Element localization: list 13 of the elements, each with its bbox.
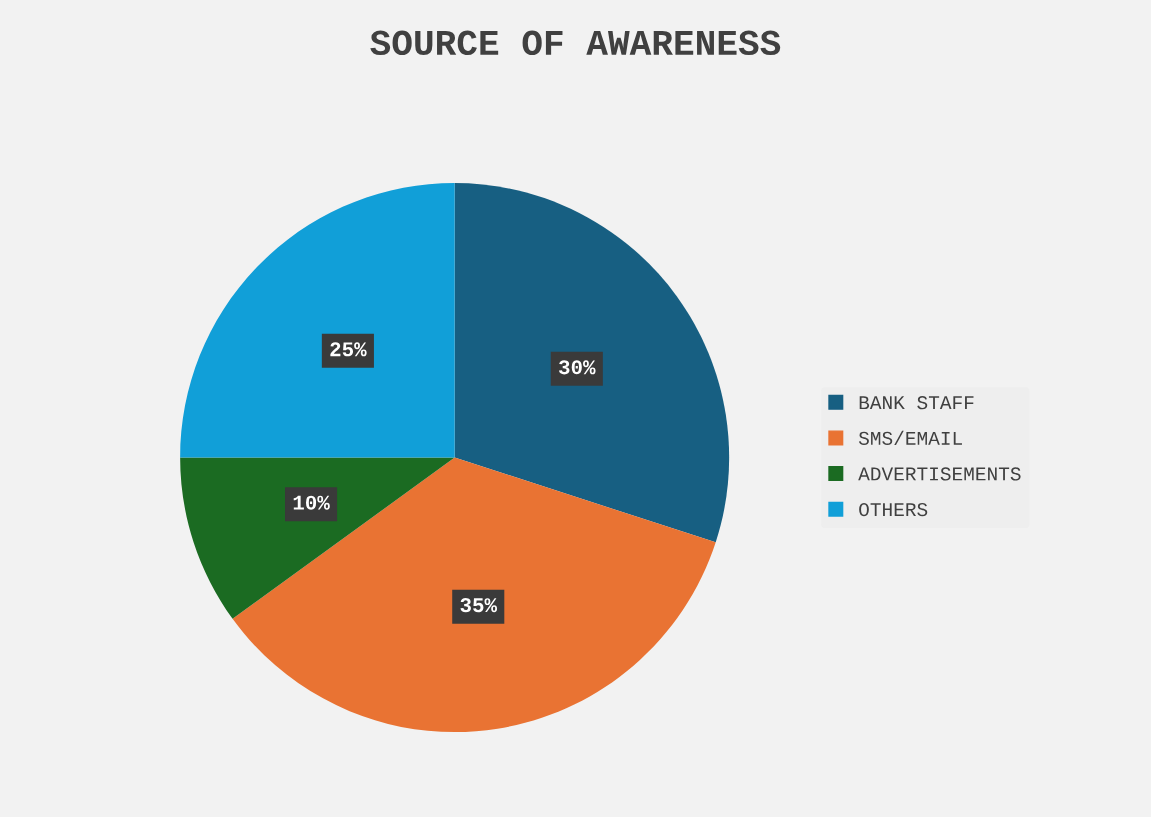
- data-label: 25%: [330, 342, 367, 357]
- legend-label: OTHERS: [859, 502, 928, 517]
- legend-label: BANK STAFF: [859, 396, 974, 410]
- pie-slice: [232, 457, 716, 732]
- legend-label: SMS/EMAIL: [858, 430, 962, 445]
- pie-slice: [454, 183, 730, 543]
- data-label: 10%: [293, 495, 330, 510]
- legend-label: ADVERTISEMENTS: [858, 467, 1021, 481]
- data-label: 35%: [460, 598, 498, 613]
- pie-slice: [180, 457, 455, 619]
- chart-title: SOURCE OF AWARENESS: [370, 30, 781, 56]
- data-label: 30%: [558, 360, 596, 375]
- pie-slice: [180, 183, 455, 458]
